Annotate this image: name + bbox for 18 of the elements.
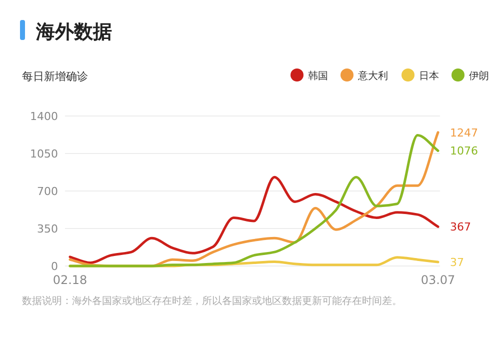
- legend-label: 意大利: [357, 70, 388, 82]
- y-tick-label: 350: [37, 222, 58, 236]
- data-label: 1076: [450, 144, 478, 158]
- x-tick-label: 03.07: [420, 273, 456, 287]
- legend-label: 日本: [419, 70, 439, 82]
- legend-label: 伊朗: [469, 70, 489, 82]
- text: 数据说明：海外各国家或地区存在时差，所以各国家或地区数据更新可能存在时间差。: [22, 295, 403, 309]
- chart-subtitle: 每日新增确诊: [22, 70, 88, 83]
- data-label: 37: [450, 256, 464, 270]
- y-tick-label: 1400: [30, 110, 58, 123]
- legend-label: 韩国: [308, 70, 328, 82]
- y-tick-label: 1050: [30, 148, 58, 160]
- chart-title: 海外数据: [35, 21, 112, 43]
- data-label: 367: [450, 220, 471, 234]
- y-tick-label: 0: [51, 260, 58, 273]
- data-label: 1247: [450, 126, 478, 140]
- x-tick-label: 02.18: [52, 273, 88, 287]
- y-tick-label: 700: [37, 185, 58, 198]
